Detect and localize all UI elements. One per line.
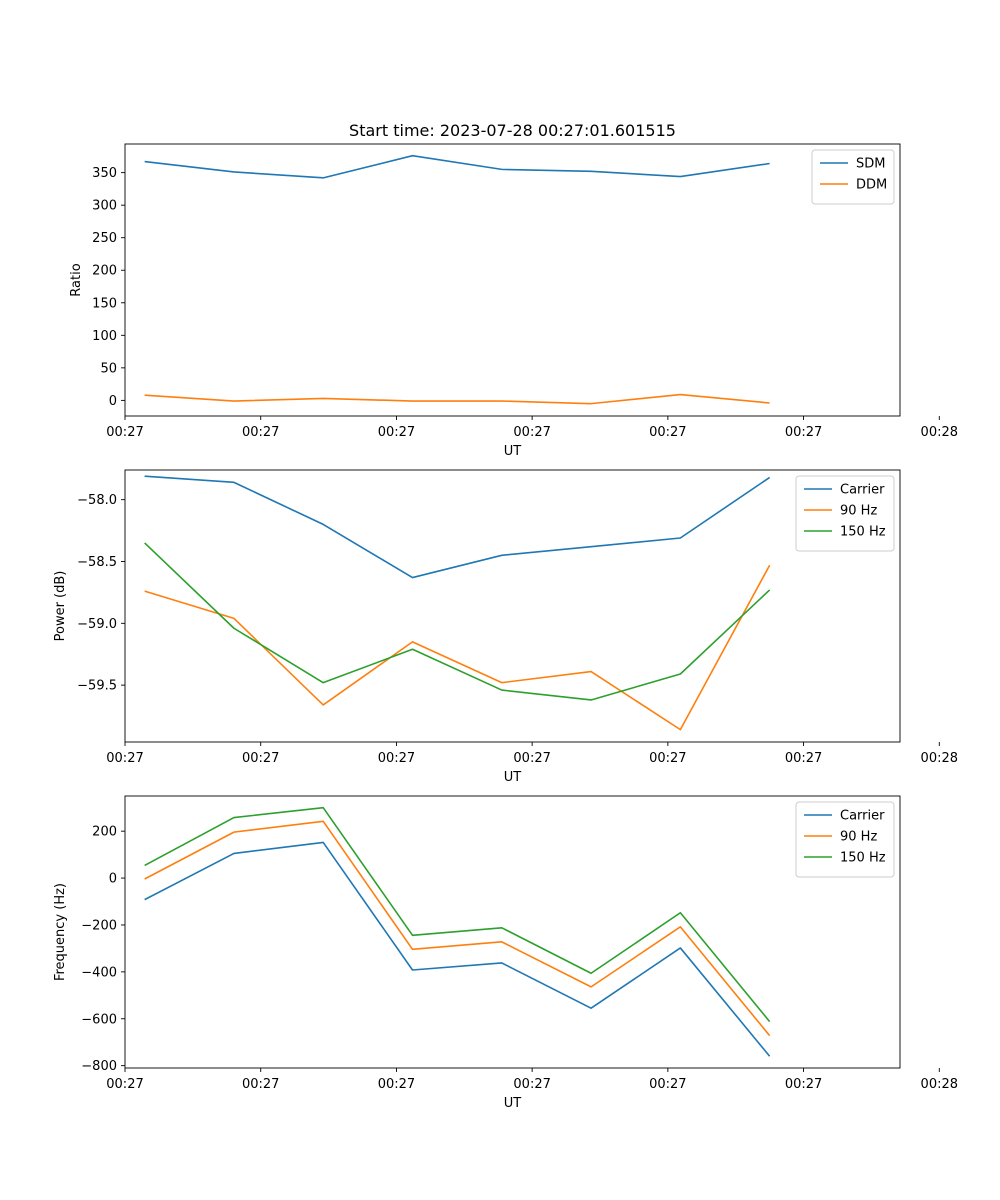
legend-box <box>795 801 895 878</box>
y-tick-label: −400 <box>81 965 117 980</box>
y-tick-label: 300 <box>92 199 117 214</box>
x-tick-label: 00:27 <box>378 425 415 440</box>
y-tick-label: −59.0 <box>77 617 117 632</box>
x-tick-label: 00:28 <box>921 751 958 766</box>
legend-label: Carrier <box>840 483 885 498</box>
axes-frame <box>124 469 901 743</box>
panel-1: Start time: 2023-07-28 00:27:01.60151500… <box>69 121 958 459</box>
x-tick-label: 00:28 <box>921 1077 958 1092</box>
legend-label: DDM <box>856 178 887 193</box>
x-tick-label: 00:27 <box>242 1077 279 1092</box>
x-tick-label: 00:27 <box>785 751 822 766</box>
y-axis-label: Frequency (Hz) <box>53 883 68 981</box>
legend-label: SDM <box>856 157 885 172</box>
series-line-150-hz <box>144 806 771 1023</box>
y-tick-label: 150 <box>92 296 117 311</box>
legend: Carrier 90 Hz 150 Hz <box>795 801 895 878</box>
y-tick-label: 250 <box>92 231 117 246</box>
panel-2: 00:27 00:27 00:27 00:27 00:27 00:27 00:28 −58.0… <box>53 469 958 785</box>
y-tick-label: 50 <box>100 361 117 376</box>
legend-box <box>795 475 895 552</box>
y-tick-label: −59.5 <box>77 679 117 694</box>
x-tick-label: 00:27 <box>378 1077 415 1092</box>
legend-label: Carrier <box>840 809 885 824</box>
x-tick-label: 00:27 <box>242 751 279 766</box>
y-axis-label: Power (dB) <box>53 571 68 642</box>
x-tick-label: 00:27 <box>649 1077 686 1092</box>
series-line-carrier <box>144 475 771 579</box>
legend-label: 90 Hz <box>840 504 877 519</box>
x-axis-label: UT <box>504 444 522 459</box>
x-tick-label: 00:27 <box>649 425 686 440</box>
series-line-90-hz <box>144 820 771 1037</box>
x-tick-label: 00:27 <box>513 751 550 766</box>
x-tick-label: 00:27 <box>106 751 143 766</box>
y-tick-label: 100 <box>92 329 117 344</box>
x-tick-label: 00:27 <box>106 425 143 440</box>
x-tick-label: 00:27 <box>785 1077 822 1092</box>
y-tick-label: 0 <box>109 872 117 887</box>
y-tick-label: −800 <box>81 1059 117 1074</box>
x-tick-label: 00:27 <box>785 425 822 440</box>
series-line-carrier <box>144 841 771 1057</box>
panel-3: 00:27 00:27 00:27 00:27 00:27 00:27 00:28 200 0 −… <box>53 795 958 1111</box>
y-tick-label: −200 <box>81 918 117 933</box>
x-tick-label: 00:27 <box>106 1077 143 1092</box>
series-line-ddm <box>144 393 770 405</box>
x-tick-label: 00:27 <box>513 1077 550 1092</box>
y-tick-label: 200 <box>92 825 117 840</box>
y-tick-label: 0 <box>109 394 117 409</box>
legend: SDM DDM <box>811 149 895 205</box>
x-tick-label: 00:27 <box>242 425 279 440</box>
axes-frame <box>124 143 901 417</box>
legend-label: 150 Hz <box>840 525 886 540</box>
y-tick-label: −58.5 <box>77 555 117 570</box>
x-tick-label: 00:27 <box>378 751 415 766</box>
y-axis-label: Ratio <box>69 263 84 296</box>
series-line-150-hz <box>144 542 771 701</box>
legend-label: 150 Hz <box>840 851 886 866</box>
series-line-sdm <box>144 154 770 179</box>
y-tick-label: 200 <box>92 264 117 279</box>
x-axis-label: UT <box>504 770 522 785</box>
x-axis-label: UT <box>504 1096 522 1111</box>
axes-frame <box>124 795 901 1069</box>
legend: Carrier 90 Hz 150 Hz <box>795 475 895 552</box>
y-tick-label: −58.0 <box>77 493 117 508</box>
series-line-90-hz <box>144 564 771 731</box>
chart-title: Start time: 2023-07-28 00:27:01.601515 <box>349 121 676 140</box>
x-tick-label: 00:28 <box>921 425 958 440</box>
legend-label: 90 Hz <box>840 830 877 845</box>
y-tick-label: 350 <box>92 166 117 181</box>
x-tick-label: 00:27 <box>513 425 550 440</box>
x-tick-label: 00:27 <box>649 751 686 766</box>
y-tick-label: −600 <box>81 1012 117 1027</box>
